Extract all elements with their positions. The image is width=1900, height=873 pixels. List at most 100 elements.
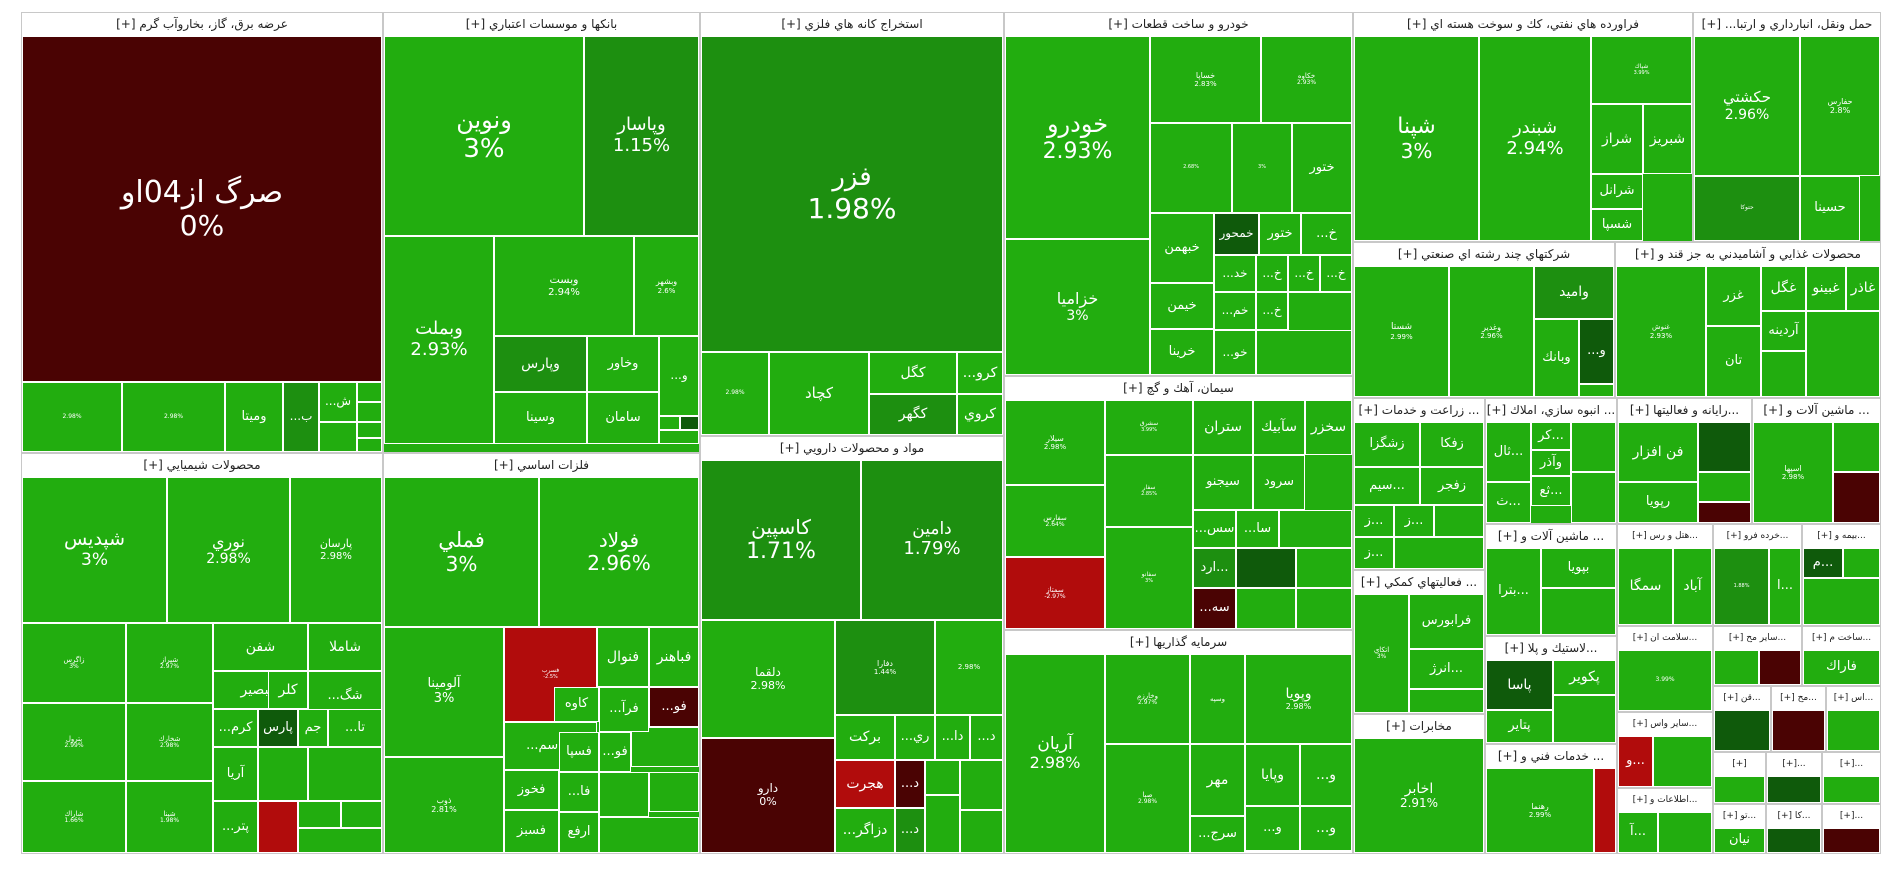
sector-s3[interactable]: استخراج كانه هاي فلزي [+] فزر 1.98% 2.98% كچ… bbox=[700, 12, 1004, 436]
sector-s22[interactable]: ...بيمه و [+] ...م bbox=[1802, 524, 1881, 626]
stock-tile[interactable]: وخاور bbox=[587, 336, 659, 392]
sector-title[interactable]: ... خدمات فني و [+] bbox=[1486, 745, 1616, 767]
sector-s30[interactable]: ...قن [+] bbox=[1713, 686, 1771, 752]
stock-tile[interactable]: فرآ... bbox=[599, 687, 649, 732]
stock-tile[interactable]: ...ثع bbox=[1531, 476, 1571, 506]
stock-tile[interactable]: و... bbox=[1300, 806, 1352, 851]
stock-tile[interactable]: د... bbox=[970, 715, 1003, 760]
sector-s25[interactable]: ...ساير مح [+] bbox=[1713, 626, 1802, 686]
stock-tile[interactable]: صرگ از04او 0% bbox=[22, 36, 382, 382]
sector-title[interactable]: ...مح [+] bbox=[1772, 687, 1825, 709]
stock-tile[interactable]: سفانو 3% bbox=[1105, 527, 1193, 629]
stock-tile[interactable]: خيمن bbox=[1150, 283, 1214, 329]
stock-tile[interactable]: خ... bbox=[1301, 213, 1352, 255]
stock-tile[interactable]: شبندر 2.94% bbox=[1479, 36, 1591, 241]
sector-s24[interactable]: ...سلامت ان [+] 3.99% bbox=[1617, 626, 1713, 712]
stock-tile[interactable]: شيراز 2.97% bbox=[126, 623, 213, 703]
sector-title[interactable]: استخراج كانه هاي فلزي [+] bbox=[701, 13, 1003, 35]
sector-s20[interactable]: ...هتل و رس [+] سمگا آباد bbox=[1617, 524, 1713, 626]
sector-title[interactable]: ... انبوه سازي، املاك [+] bbox=[1486, 399, 1616, 421]
sector-title[interactable]: محصولات شيميايي [+] bbox=[22, 454, 382, 476]
sector-s27[interactable]: مخابرات [+] اخابر 2.91% bbox=[1353, 714, 1485, 854]
sector-title[interactable]: بانكها و موسسات اعتباري [+] bbox=[384, 13, 699, 35]
stock-tile[interactable]: سه... bbox=[1193, 588, 1236, 629]
stock-tile[interactable]: غاذر bbox=[1846, 266, 1880, 311]
stock-tile[interactable]: شاراك 1.66% bbox=[22, 781, 126, 853]
sector-s10[interactable]: سيمان، آهك و گچ [+] سيلار 2.98% سشرق 3.99% ست… bbox=[1004, 376, 1353, 630]
stock-tile[interactable]: سس... bbox=[1193, 510, 1236, 548]
stock-tile[interactable]: وبشهر 2.6% bbox=[634, 236, 699, 336]
stock-tile[interactable]: د... bbox=[895, 760, 925, 808]
stock-tile[interactable]: وميتا bbox=[225, 382, 283, 452]
stock-tile[interactable]: غگل bbox=[1761, 266, 1806, 311]
stock-tile[interactable]: خم... bbox=[1214, 292, 1256, 330]
stock-tile[interactable]: وپاسار 1.15% bbox=[584, 36, 699, 236]
sector-title[interactable]: عرضه برق، گاز، بخاروآب گرم [+] bbox=[22, 13, 382, 35]
stock-tile[interactable]: دامين 1.79% bbox=[861, 460, 1003, 620]
sector-title[interactable]: ...خرده فرو [+] bbox=[1714, 525, 1801, 547]
stock-tile[interactable]: فو... bbox=[649, 687, 699, 727]
stock-tile[interactable]: د... bbox=[895, 808, 925, 853]
sector-s11[interactable]: سرمايه گذاريها [+] آريان 2.98% وخارزم 2.97% و… bbox=[1004, 630, 1353, 854]
sector-s37[interactable]: ...تو [+] نيان bbox=[1713, 804, 1766, 854]
sector-title[interactable]: ...رايانه و فعاليتها [+] bbox=[1618, 399, 1751, 421]
sector-s5[interactable]: خودرو و ساخت قطعات [+] خودرو 2.93% خساپا 2.8… bbox=[1004, 12, 1353, 376]
stock-tile[interactable]: خو... bbox=[1214, 330, 1256, 375]
stock-tile[interactable]: اخابر 2.91% bbox=[1354, 738, 1484, 853]
sector-s6[interactable]: فراورده هاي نفتي، كك و سوخت هسته اي [+] ش… bbox=[1353, 12, 1693, 242]
sector-s19[interactable]: ... ماشين آلات و [+] ...بترا بپويا bbox=[1485, 524, 1617, 636]
stock-tile[interactable]: شخارك 2.98% bbox=[126, 703, 213, 781]
sector-title[interactable]: ...ساير واس [+] bbox=[1618, 713, 1712, 735]
stock-tile[interactable]: كرو... bbox=[957, 352, 1003, 394]
stock-tile[interactable]: خد... bbox=[1214, 255, 1256, 292]
sector-s8[interactable]: محصولات شيميايي [+] شپديس 3% نوري 2.98% پارسا… bbox=[21, 453, 383, 854]
stock-tile[interactable]: آلومينا 3% bbox=[384, 627, 504, 757]
stock-tile[interactable]: خمحور bbox=[1214, 213, 1259, 255]
stock-tile[interactable]: زاگرس 3% bbox=[22, 623, 126, 703]
stock-tile[interactable]: نوري 2.98% bbox=[167, 477, 290, 623]
stock-tile[interactable]: كچاد bbox=[769, 352, 869, 435]
stock-tile[interactable]: سرود bbox=[1253, 455, 1305, 510]
stock-tile[interactable]: فو... bbox=[599, 732, 631, 772]
stock-tile[interactable]: ونوين 3% bbox=[384, 36, 584, 236]
stock-tile[interactable]: ري... bbox=[895, 715, 935, 760]
sector-s17[interactable]: ... ماشين آلات و [+] اسپها 2.98% bbox=[1752, 398, 1881, 524]
stock-tile[interactable]: وآذر bbox=[1531, 450, 1571, 476]
stock-tile[interactable]: ختور bbox=[1259, 213, 1301, 255]
stock-tile[interactable]: وخارزم 2.97% bbox=[1105, 654, 1190, 744]
sector-title[interactable]: ...ساير مح [+] bbox=[1714, 627, 1801, 649]
sector-title[interactable]: ...بيمه و [+] bbox=[1803, 525, 1880, 547]
stock-tile[interactable]: ش... bbox=[319, 382, 357, 422]
stock-tile[interactable]: ستران bbox=[1193, 400, 1253, 455]
sector-s1[interactable]: عرضه برق، گاز، بخاروآب گرم [+] صرگ از04او… bbox=[21, 12, 383, 453]
stock-tile[interactable]: فرابورس bbox=[1409, 594, 1484, 649]
stock-tile[interactable]: زفجر bbox=[1420, 467, 1484, 505]
stock-tile[interactable]: ذوب 2.81% bbox=[384, 757, 504, 853]
sector-title[interactable]: محصولات غذايي و آشاميدني به جز قند و [+] bbox=[1616, 243, 1880, 265]
stock-tile[interactable]: 2.98% bbox=[701, 352, 769, 435]
sector-s12[interactable]: شركتهاي چند رشته اي صنعتي [+] شستا 2.99% وغ… bbox=[1353, 242, 1615, 398]
stock-tile[interactable]: غزر bbox=[1706, 266, 1761, 326]
stock-tile[interactable]: سخزر bbox=[1305, 400, 1352, 455]
stock-tile[interactable]: شراز bbox=[1591, 104, 1643, 174]
stock-tile[interactable]: و... bbox=[659, 336, 699, 416]
sector-s31[interactable]: ...مح [+] bbox=[1771, 686, 1826, 752]
stock-tile[interactable]: 3.99% bbox=[1618, 650, 1712, 711]
stock-tile[interactable]: حفارس 2.8% bbox=[1800, 36, 1880, 176]
stock-tile[interactable]: سآبيك bbox=[1253, 400, 1305, 455]
stock-tile[interactable]: ...ز bbox=[1354, 537, 1394, 569]
sector-title[interactable]: شركتهاي چند رشته اي صنعتي [+] bbox=[1354, 243, 1614, 265]
sector-s28[interactable]: ... خدمات فني و [+] رهنما 2.99% bbox=[1485, 744, 1617, 854]
sector-title[interactable]: ...[+] bbox=[1823, 753, 1880, 775]
stock-tile[interactable]: ...ث bbox=[1486, 482, 1531, 523]
stock-tile[interactable]: تان bbox=[1706, 326, 1761, 397]
stock-tile[interactable]: 1.88% bbox=[1714, 548, 1769, 625]
stock-tile[interactable]: شسپا bbox=[1591, 209, 1643, 241]
sector-s15[interactable]: ... انبوه سازي، املاك [+] ...ثال ...كر وآذر… bbox=[1485, 398, 1617, 524]
stock-tile[interactable]: شپاك 3.99% bbox=[1591, 36, 1692, 104]
stock-tile[interactable]: هجرت bbox=[835, 760, 895, 808]
stock-tile[interactable]: 2.98% bbox=[935, 620, 1003, 715]
stock-tile[interactable]: شبريز bbox=[1643, 104, 1692, 174]
stock-tile[interactable]: فخوز bbox=[504, 770, 559, 810]
stock-tile[interactable]: آردينه bbox=[1761, 311, 1806, 351]
